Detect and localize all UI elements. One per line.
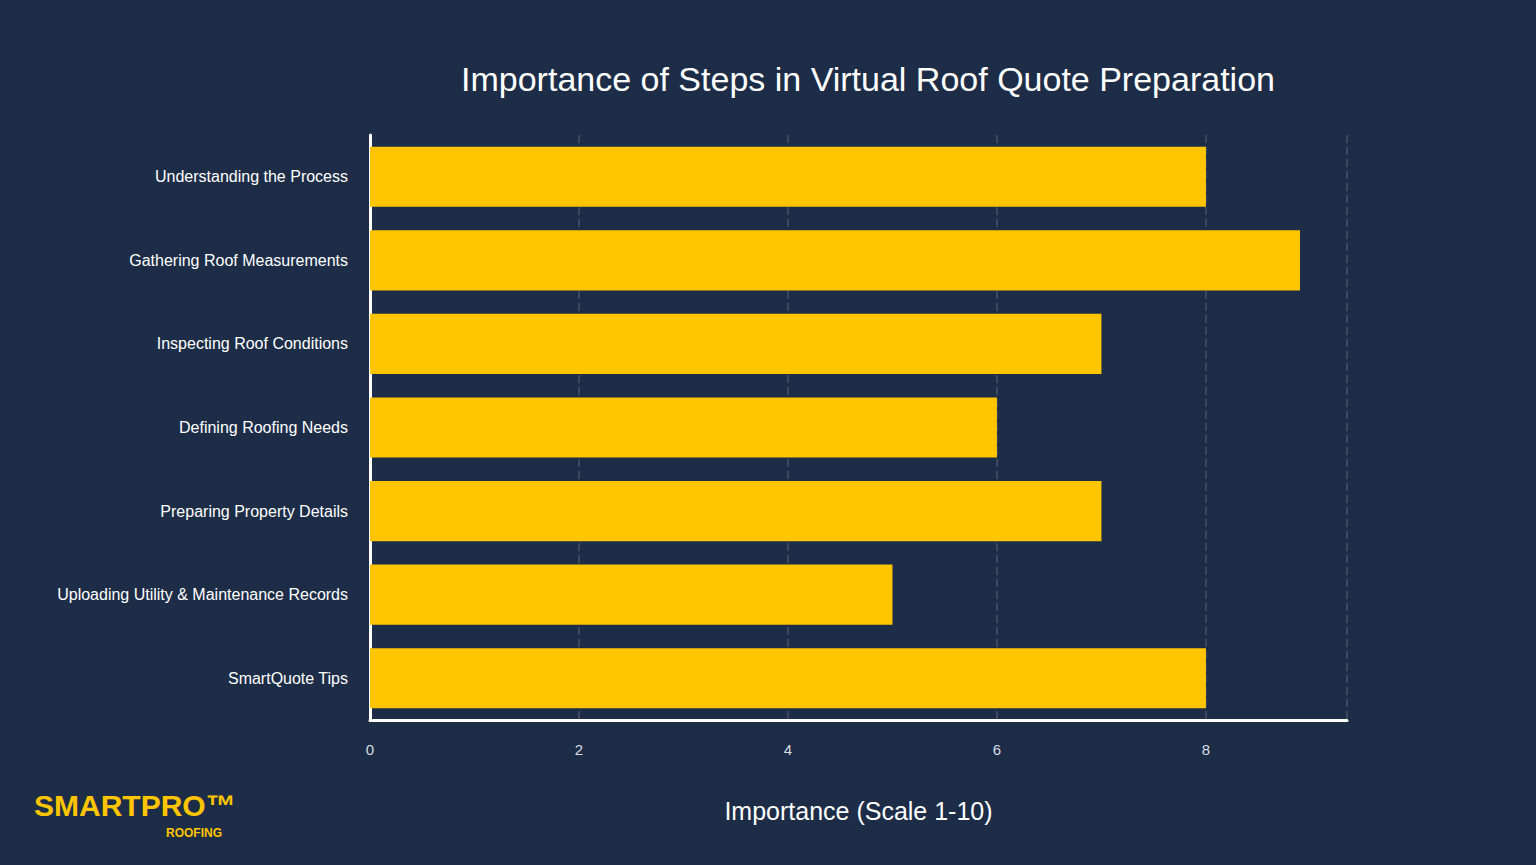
svg-text:Importance of Steps in Virtual: Importance of Steps in Virtual Roof Quot… [461,60,1275,98]
svg-text:Uploading Utility & Maintenanc: Uploading Utility & Maintenance Records [57,586,348,603]
svg-text:0: 0 [366,741,374,758]
svg-text:ROOFING: ROOFING [166,826,222,840]
svg-text:Understanding the Process: Understanding the Process [155,168,348,185]
svg-text:8: 8 [1202,741,1210,758]
svg-text:2: 2 [575,741,583,758]
svg-text:SmartQuote Tips: SmartQuote Tips [228,670,348,687]
svg-text:Defining Roofing Needs: Defining Roofing Needs [179,419,348,436]
svg-text:Inspecting Roof Conditions: Inspecting Roof Conditions [157,335,348,352]
svg-text:Preparing Property Details: Preparing Property Details [160,503,348,520]
svg-text:4: 4 [784,741,792,758]
svg-text:SMARTPRO™: SMARTPRO™ [34,789,236,822]
svg-text:Gathering Roof Measurements: Gathering Roof Measurements [129,252,348,269]
svg-text:6: 6 [993,741,1001,758]
svg-text:Importance (Scale 1-10): Importance (Scale 1-10) [724,797,992,825]
